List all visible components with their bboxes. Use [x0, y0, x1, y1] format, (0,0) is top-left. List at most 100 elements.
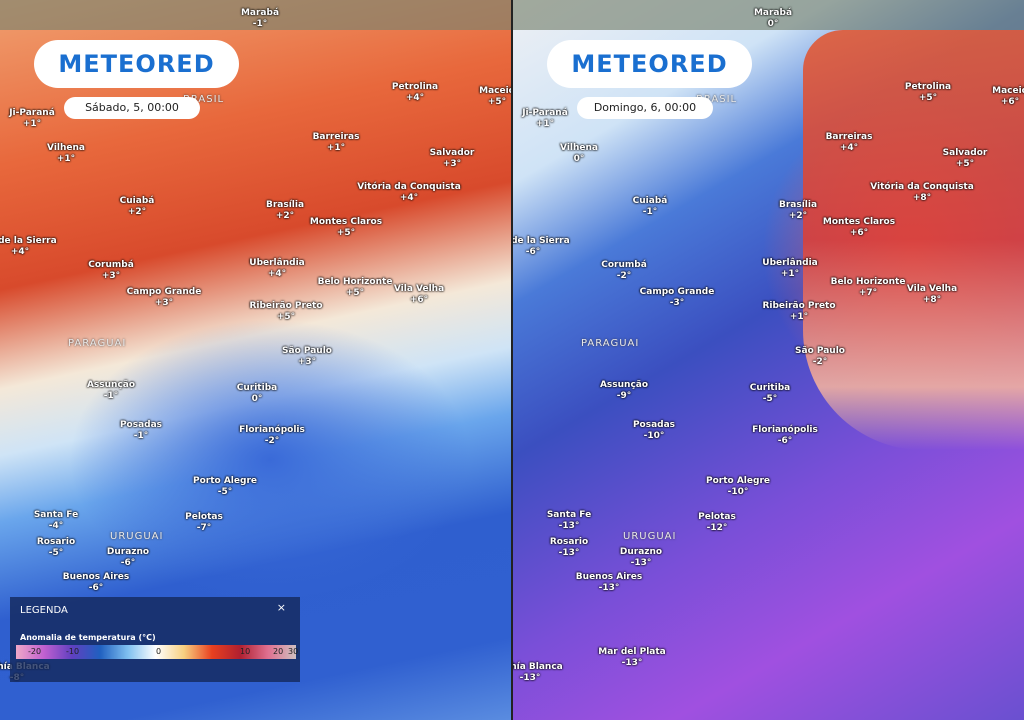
city-label: Bahía Blanca-13° — [513, 662, 563, 684]
country-label: PARAGUAI — [68, 338, 127, 349]
city-label: Curitiba 0° — [237, 383, 277, 405]
scale-label: -10 — [66, 647, 80, 656]
city-label: Vila Velha +6° — [394, 284, 444, 306]
country-label: URUGUAI — [623, 531, 677, 542]
city-value: +1° — [326, 143, 346, 153]
city-label: Barreiras +1° — [313, 132, 360, 154]
city-label: Santa Fe -13° — [547, 510, 591, 532]
city-label: Ribeirão Preto +1° — [762, 301, 835, 323]
city-value: +2° — [788, 211, 808, 221]
city-name: Durazno — [106, 547, 150, 557]
city-value: +2° — [127, 207, 147, 217]
city-value: +3° — [154, 298, 174, 308]
city-value: 0° — [573, 154, 585, 164]
city-label: Belo Horizonte +7° — [831, 277, 906, 299]
city-value: -7° — [196, 523, 212, 533]
city-value: -6° — [777, 436, 793, 446]
city-value: -12° — [706, 523, 728, 533]
top-strip — [513, 0, 1024, 30]
city-name: Barreiras — [312, 132, 360, 142]
city-label: Maceió+6° — [992, 86, 1024, 108]
city-name: Corumbá — [88, 260, 134, 270]
city-name: Curitiba — [749, 383, 791, 393]
city-value: -1° — [103, 391, 119, 401]
city-value: +3° — [442, 159, 462, 169]
city-label: Buenos Aires -13° — [576, 572, 642, 594]
city-name: Buenos Aires — [575, 572, 643, 582]
city-label: Cuiabá +2° — [120, 196, 155, 218]
city-value: +6° — [849, 228, 869, 238]
city-name: Corumbá — [601, 260, 647, 270]
color-bar — [16, 645, 296, 659]
scale-label: 30 — [288, 647, 299, 656]
city-value: -13° — [598, 583, 620, 593]
city-name: São Paulo — [282, 346, 332, 356]
city-name: Vilhena — [47, 143, 85, 153]
city-label: Rosario -13° — [550, 537, 588, 559]
city-name: Petrolina — [904, 82, 952, 92]
city-label: Vila Velha +8° — [907, 284, 957, 306]
city-value: -9° — [616, 391, 632, 401]
city-label: Rosario -5° — [37, 537, 75, 559]
city-value: +1° — [789, 312, 809, 322]
close-button[interactable]: × — [276, 601, 286, 614]
city-name: Vila Velha — [393, 284, 445, 294]
city-value: +1° — [780, 269, 800, 279]
country-label: BRASIL — [183, 94, 225, 105]
scale-label: 10 — [240, 647, 251, 656]
city-label: Florianópolis -6° — [752, 425, 818, 447]
city-name: Vila Velha — [906, 284, 958, 294]
city-value: +1° — [56, 154, 76, 164]
city-value: +7° — [858, 288, 878, 298]
city-label: Barreiras +4° — [826, 132, 873, 154]
city-name: Pelotas — [698, 512, 736, 522]
date-label: Sábado, 5, 00:00 — [64, 97, 200, 119]
city-label: Maceió+5° — [479, 86, 511, 108]
city-value: -4° — [48, 521, 64, 531]
city-label: Santa Fe -4° — [34, 510, 78, 532]
city-name: Marabá — [753, 8, 793, 18]
city-label: São Paulo -2° — [795, 346, 845, 368]
city-label: Campo Grande +3° — [127, 287, 202, 309]
city-name: São Paulo — [795, 346, 845, 356]
city-value: -5° — [217, 487, 233, 497]
city-value: -3° — [669, 298, 685, 308]
city-name: Belo Horizonte — [317, 277, 393, 287]
country-label: BRASIL — [696, 94, 738, 105]
city-label: Pelotas -7° — [185, 512, 223, 534]
city-label: Brasília +2° — [779, 200, 817, 222]
city-name: Campo Grande — [639, 287, 715, 297]
city-value: -13° — [519, 673, 541, 683]
city-value: -2° — [812, 357, 828, 367]
city-label: Uberlândia +1° — [762, 258, 817, 280]
city-name: Brasília — [265, 200, 305, 210]
city-label: Assunção -1° — [87, 380, 135, 402]
city-name: Porto Alegre — [193, 476, 257, 486]
city-label: Durazno -6° — [107, 547, 149, 569]
city-value: -13° — [621, 658, 643, 668]
city-label: Posadas -10° — [633, 420, 675, 442]
country-label: URUGUAI — [110, 531, 164, 542]
city-name: Posadas — [119, 420, 163, 430]
city-name: Petrolina — [391, 82, 439, 92]
scale-label: -20 — [28, 647, 42, 656]
city-name: Mar del Plata — [598, 647, 666, 657]
city-value: -5° — [48, 548, 64, 558]
city-name: Montes Claros — [822, 217, 896, 227]
city-value: +5° — [345, 288, 365, 298]
city-name: Posadas — [632, 420, 676, 430]
city-name: Vilhena — [560, 143, 598, 153]
city-value: +5° — [918, 93, 938, 103]
city-label: Salvador +5° — [943, 148, 988, 170]
city-value: -6° — [120, 558, 136, 568]
city-name: Maceió — [992, 86, 1024, 96]
city-label: Assunção -9° — [600, 380, 648, 402]
logo: METEORED — [547, 40, 752, 88]
city-label: Vilhena +1° — [47, 143, 85, 165]
city-value: +3° — [297, 357, 317, 367]
city-label: Marabá -1° — [241, 8, 279, 30]
city-value: +4° — [405, 93, 425, 103]
city-label: Campo Grande -3° — [640, 287, 715, 309]
city-label: Uberlândia +4° — [249, 258, 304, 280]
city-label: Petrolina +5° — [905, 82, 951, 104]
